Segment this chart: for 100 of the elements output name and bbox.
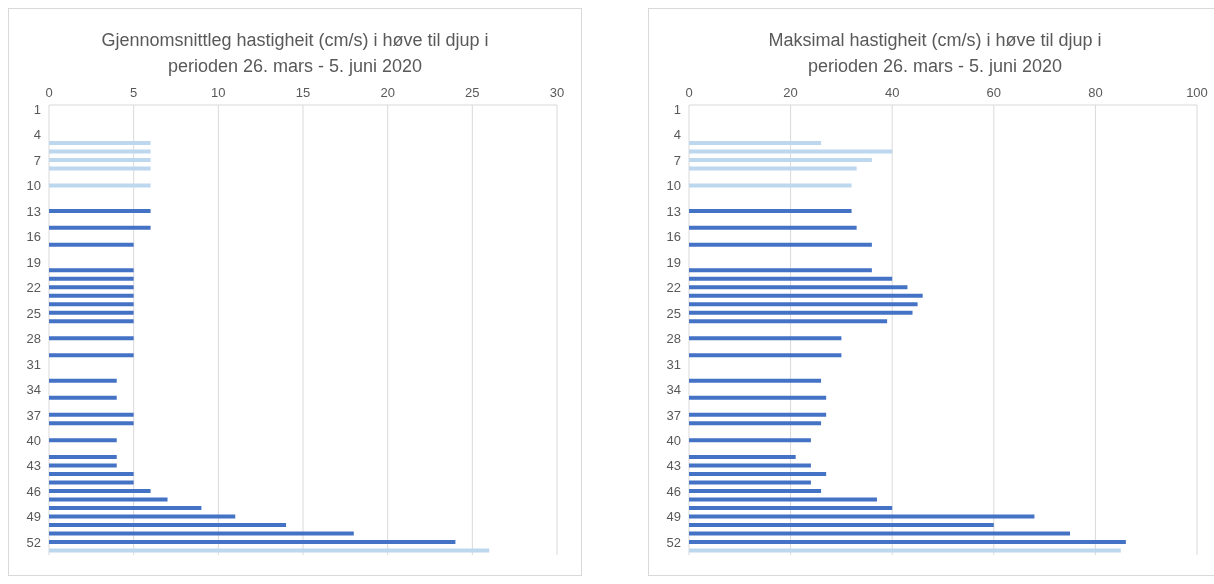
x-tick-label: 30 xyxy=(549,85,565,100)
y-tick-label: 37 xyxy=(666,407,681,423)
y-tick-label: 16 xyxy=(666,229,681,245)
x-tick-label: 0 xyxy=(45,85,53,100)
bar xyxy=(49,353,134,358)
bar xyxy=(49,378,117,383)
bar xyxy=(689,157,872,162)
bar xyxy=(49,497,168,502)
bar xyxy=(49,421,134,426)
bar xyxy=(689,489,822,494)
y-tick-label: 4 xyxy=(673,127,681,143)
bar xyxy=(689,293,923,298)
bar xyxy=(689,514,1035,519)
bar xyxy=(689,531,1070,536)
bar xyxy=(689,540,1126,545)
y-tick-label: 49 xyxy=(26,509,41,525)
bar xyxy=(689,310,913,315)
y-tick-label: 22 xyxy=(26,280,41,296)
bar xyxy=(689,140,822,145)
bar xyxy=(689,463,811,468)
chart-title: Maksimal hastigheit (cm/s) i høve til djup i perioden 26. mars - 5. juni 2020 xyxy=(767,29,1103,78)
bar xyxy=(689,276,893,281)
y-tick-label: 52 xyxy=(666,534,681,550)
bar xyxy=(689,268,872,273)
y-tick-label: 25 xyxy=(666,305,681,321)
bar xyxy=(689,472,827,477)
bar xyxy=(689,242,872,247)
y-tick-label: 16 xyxy=(26,229,41,245)
bar xyxy=(49,412,134,417)
x-tick-label: 80 xyxy=(1088,85,1103,100)
x-tick-label: 10 xyxy=(211,85,226,100)
bar xyxy=(49,157,151,162)
bar xyxy=(49,548,490,553)
bar xyxy=(49,540,456,545)
y-tick-label: 52 xyxy=(26,534,41,550)
bar xyxy=(49,293,134,298)
bar xyxy=(689,548,1121,553)
bar xyxy=(49,225,151,230)
bar xyxy=(49,140,151,145)
bar xyxy=(689,183,852,188)
bar xyxy=(689,285,908,290)
x-tick-label: 15 xyxy=(295,85,311,100)
bar xyxy=(49,472,134,477)
bar xyxy=(49,242,134,247)
bar xyxy=(49,489,151,494)
bar xyxy=(49,438,117,443)
bar xyxy=(689,438,811,443)
x-tick-label: 0 xyxy=(685,85,693,100)
x-tick-label: 20 xyxy=(380,85,395,100)
bar xyxy=(49,455,117,460)
x-tick-label: 60 xyxy=(986,85,1002,100)
y-tick-label: 31 xyxy=(666,356,681,372)
x-tick-label: 5 xyxy=(130,85,138,100)
y-tick-label: 40 xyxy=(26,432,41,448)
bar xyxy=(49,166,151,171)
x-tick-label: 100 xyxy=(1186,85,1208,100)
y-tick-label: 34 xyxy=(26,382,41,398)
y-tick-label: 43 xyxy=(26,458,41,474)
bar xyxy=(689,378,822,383)
bar xyxy=(49,149,151,154)
bar xyxy=(689,319,888,324)
bar xyxy=(689,395,827,400)
bar xyxy=(49,506,202,511)
bar xyxy=(49,336,134,341)
bar xyxy=(689,480,811,485)
bar xyxy=(49,302,134,307)
y-tick-label: 13 xyxy=(666,203,681,219)
y-tick-label: 40 xyxy=(666,432,681,448)
bar xyxy=(689,497,877,502)
bar xyxy=(689,421,822,426)
bar xyxy=(49,276,134,281)
y-tick-label: 25 xyxy=(26,305,41,321)
bar xyxy=(49,514,236,519)
bar xyxy=(689,523,994,528)
bar xyxy=(689,336,842,341)
bar xyxy=(49,183,151,188)
y-tick-label: 13 xyxy=(26,203,41,219)
y-tick-label: 28 xyxy=(26,331,41,347)
x-tick-label: 25 xyxy=(465,85,480,100)
bar xyxy=(49,319,134,324)
bar xyxy=(689,208,852,213)
y-tick-label: 1 xyxy=(33,101,41,117)
bar xyxy=(49,523,287,528)
y-tick-label: 46 xyxy=(666,483,681,499)
y-tick-label: 49 xyxy=(666,509,681,525)
bar xyxy=(689,149,893,154)
bar xyxy=(689,455,796,460)
x-tick-label: 20 xyxy=(783,85,798,100)
y-tick-label: 1 xyxy=(673,101,681,117)
bar xyxy=(49,531,354,536)
y-tick-label: 28 xyxy=(666,331,681,347)
bar xyxy=(49,208,151,213)
bar xyxy=(689,225,857,230)
chart-title: Gjennomsnittleg hastigheit (cm/s) i høve til djup i perioden 26. mars - 5. juni 2020 xyxy=(100,29,490,78)
y-tick-label: 43 xyxy=(666,458,681,474)
bar xyxy=(689,412,827,417)
y-tick-label: 34 xyxy=(666,382,681,398)
bar xyxy=(49,310,134,315)
y-tick-label: 10 xyxy=(26,178,41,194)
y-tick-label: 19 xyxy=(666,254,681,270)
